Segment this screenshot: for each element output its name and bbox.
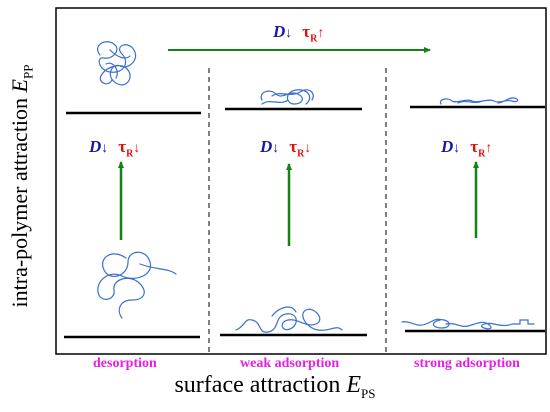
- annotation-desorption: D↓ τR↓: [89, 137, 141, 160]
- chain-globule-desorption: [97, 41, 137, 86]
- chain-globule-strong: [439, 97, 519, 105]
- chain-coil-weak: [235, 306, 343, 333]
- category-desorption: desorption: [93, 356, 157, 371]
- plot-frame: [55, 7, 547, 355]
- y-axis-label: intra-polymer attraction EPP: [7, 64, 36, 308]
- x-axis-label: surface attraction EPS: [174, 372, 376, 401]
- annotation-top: D↓ τR↑: [273, 22, 325, 45]
- category-weak-adsorption: weak adsorption: [240, 356, 340, 371]
- category-strong-adsorption: strong adsorption: [414, 356, 520, 371]
- chain-coil-desorption: [97, 251, 177, 319]
- annotation-strong: D↓ τR↑: [441, 137, 493, 160]
- chain-globule-weak: [260, 89, 314, 105]
- annotation-weak: D↓ τR↓: [260, 137, 312, 160]
- chain-flat-strong: [401, 318, 535, 330]
